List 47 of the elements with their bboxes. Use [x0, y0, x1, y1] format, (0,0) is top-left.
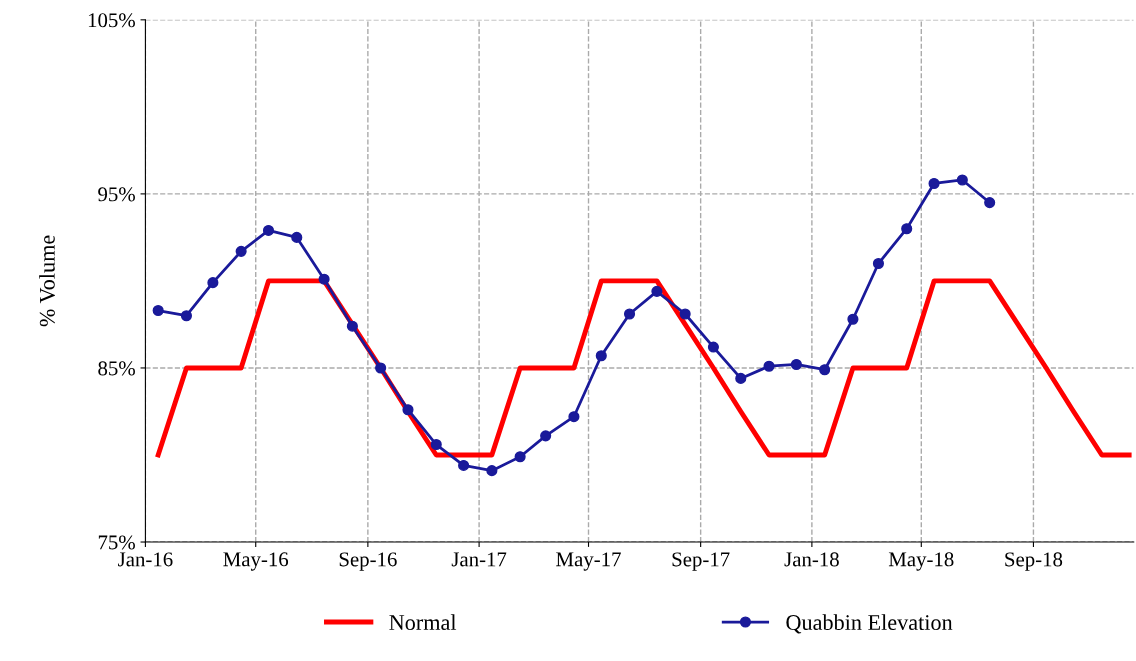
- x-tick-label: Sep-17: [672, 552, 730, 571]
- x-tick-label: Jan-17: [451, 552, 507, 567]
- point: [318, 273, 330, 285]
- x-tick-label: Jan-18: [784, 552, 839, 567]
- point: [819, 364, 831, 376]
- point: [568, 411, 580, 423]
- point: [735, 372, 747, 384]
- point: [152, 304, 164, 317]
- point: [623, 308, 636, 320]
- point: [346, 320, 358, 332]
- point: [928, 177, 940, 190]
- legend-label: Normal: [389, 614, 457, 631]
- x-tick-label: May-16: [223, 552, 289, 571]
- legend-label: Quabbin Elevation: [786, 614, 953, 634]
- point: [180, 310, 192, 322]
- point: [291, 231, 303, 243]
- y-tick-label: 95%: [98, 187, 135, 202]
- point: [651, 285, 663, 297]
- point: [901, 223, 913, 235]
- point: [679, 308, 691, 320]
- point: [262, 224, 275, 237]
- point: [402, 404, 414, 416]
- point: [514, 451, 526, 463]
- point: [872, 257, 884, 270]
- point: [763, 360, 775, 372]
- x-tick-label: Sep-16: [339, 552, 397, 571]
- point: [207, 277, 219, 289]
- point: [956, 174, 968, 186]
- point: [375, 362, 387, 374]
- point: [235, 245, 247, 257]
- point: [984, 197, 996, 209]
- y-tick-label: 75%: [98, 535, 135, 550]
- point: [486, 465, 498, 477]
- x-tick-label: May-18: [888, 552, 954, 571]
- y-axis-title: % Volume: [39, 235, 55, 327]
- point: [847, 313, 859, 325]
- point: [707, 341, 719, 353]
- y-tick-label: 85%: [98, 361, 135, 376]
- x-tick-label: Jan-16: [118, 552, 173, 567]
- x-tick-label: May-17: [556, 552, 621, 571]
- x-tick-label: Sep-18: [1005, 552, 1063, 571]
- point: [458, 459, 470, 471]
- point: [430, 438, 442, 451]
- y-tick-label: 105%: [88, 13, 135, 28]
- point: [540, 430, 552, 442]
- point: [790, 358, 802, 371]
- point: [595, 350, 607, 362]
